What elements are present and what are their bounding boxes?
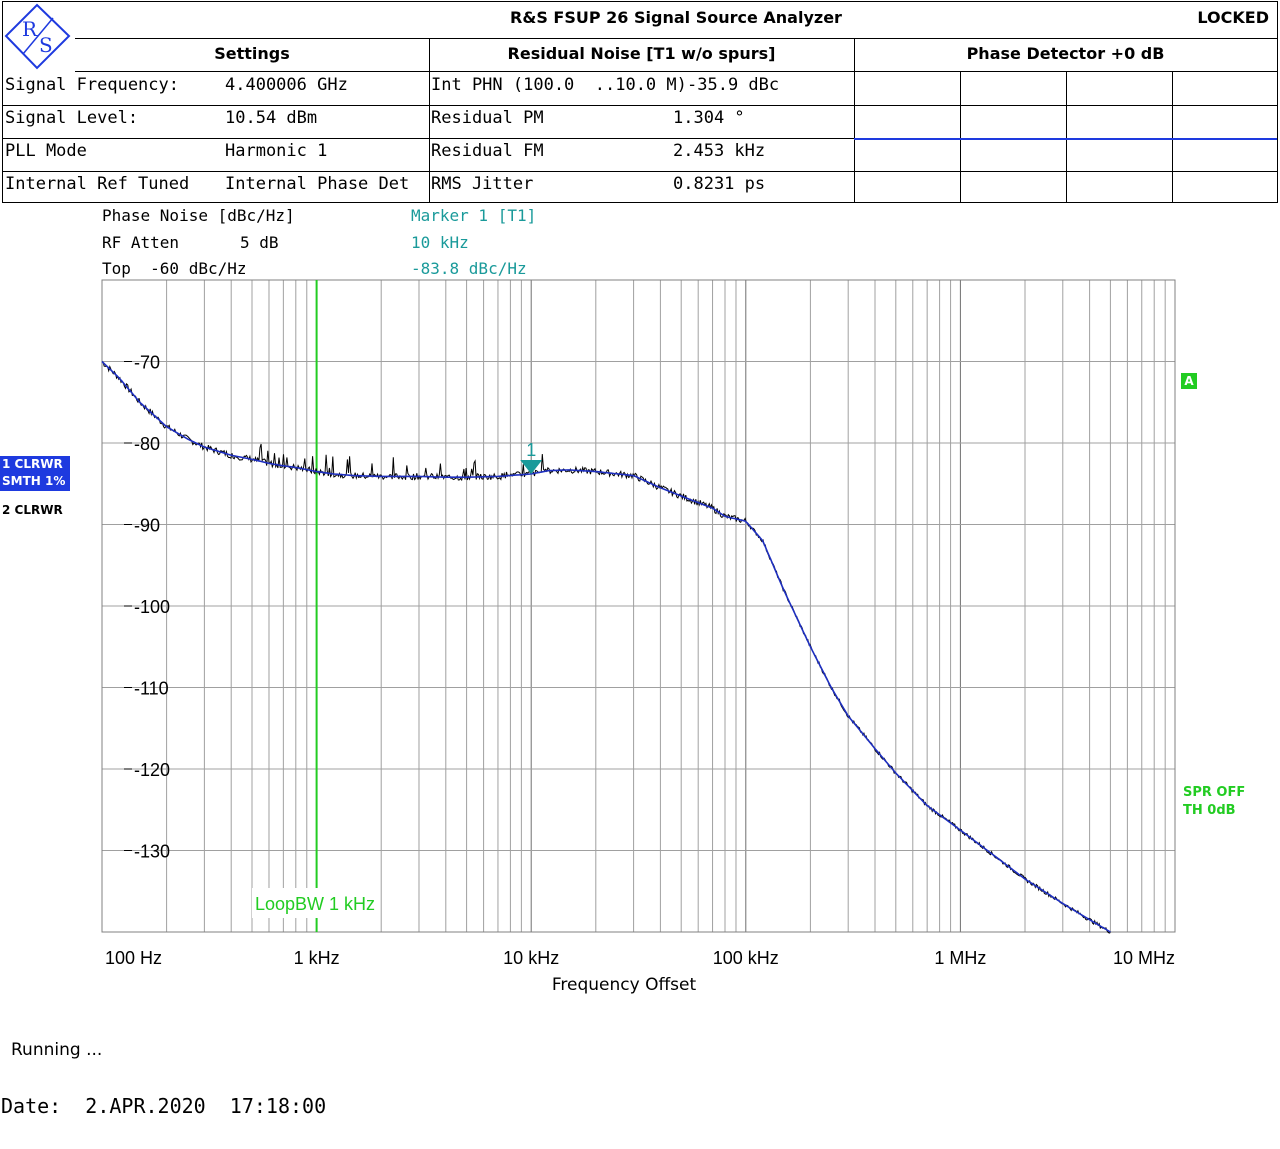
y-tick-label: -120 <box>134 760 170 780</box>
ref-top-label: Top -60 dBc/Hz <box>102 259 247 278</box>
title-bar: R&S FSUP 26 Signal Source Analyzer LOCKE… <box>75 2 1277 39</box>
x-tick-label: 10 kHz <box>503 948 559 968</box>
spur-off-label: SPR OFF <box>1183 785 1246 800</box>
section-residual-noise: Residual Noise [T1 w/o spurs] <box>429 39 854 72</box>
residual-label: RMS Jitter <box>431 174 534 194</box>
rs-logo-icon: R S <box>3 2 75 72</box>
x-tick-label: 100 kHz <box>713 948 779 968</box>
residual-value: 1.304 ° <box>673 108 745 128</box>
residual-value: 0.8231 ps <box>673 174 766 194</box>
section-phase-detector: Phase Detector +0 dB <box>854 39 1277 72</box>
section-settings: Settings <box>75 39 429 72</box>
plot-frame <box>101 279 1176 933</box>
date-time: Date: 2.APR.2020 17:18:00 <box>1 1094 327 1118</box>
settings-value: Harmonic 1 <box>225 141 328 161</box>
header-panel: R S R&S FSUP 26 Signal Source Analyzer L… <box>2 1 1278 203</box>
rf-atten-value: 5 dB <box>240 233 279 252</box>
x-tick-label: 100 Hz <box>105 948 162 968</box>
settings-label: Signal Level: <box>5 108 139 128</box>
residual-value: 2.453 kHz <box>673 141 766 161</box>
y-tick-label: -100 <box>134 597 170 617</box>
marker-1-label: 1 <box>526 440 536 460</box>
loop-bandwidth-label-bg <box>252 888 380 918</box>
y-tick-label: -90 <box>134 516 160 536</box>
settings-value: 10.54 dBm <box>225 108 318 128</box>
marker-1-triangle <box>520 459 543 474</box>
y-tick-label: -130 <box>134 842 170 862</box>
y-tick-label: -80 <box>134 434 160 454</box>
y-tick-label: -70 <box>134 353 160 373</box>
marker-level: -83.8 dBc/Hz <box>411 259 527 278</box>
settings-value: 4.400006 GHz <box>225 75 348 95</box>
svg-text:S: S <box>39 33 53 57</box>
residual-value: -35.9 dBc <box>687 75 780 95</box>
trace2-label[interactable]: 2 CLRWR <box>2 503 63 517</box>
rs-logo: R S <box>3 2 75 72</box>
rf-atten-label: RF Atten <box>102 233 180 252</box>
residual-label: Int PHN (100.0 ..10.0 M) <box>431 75 687 95</box>
lock-status: LOCKED <box>1197 8 1269 27</box>
y-unit-label: Phase Noise [dBc/Hz] <box>102 206 295 225</box>
raw-trace-line <box>101 361 1111 934</box>
x-tick-label: 10 MHz <box>1113 948 1175 968</box>
trace1-label[interactable]: 1 CLRWR SMTH 1% <box>0 456 70 491</box>
x-tick-label: 1 kHz <box>294 948 340 968</box>
spur-settings: SPR OFF TH 0dB <box>1183 784 1245 820</box>
svg-text:R: R <box>22 17 38 41</box>
settings-label: PLL Mode <box>5 141 87 161</box>
phase-detector-level-line <box>854 138 1277 140</box>
settings-label: Signal Frequency: <box>5 75 179 95</box>
residual-label: Residual FM <box>431 141 544 161</box>
marker-title: Marker 1 [T1] <box>411 206 537 225</box>
smoothed-trace-line <box>101 360 1111 933</box>
loop-bandwidth-label: LoopBW 1 kHz <box>255 894 375 914</box>
spur-threshold-label: TH 0dB <box>1183 803 1236 818</box>
status-text: Running ... <box>11 1040 103 1060</box>
marker-frequency: 10 kHz <box>411 233 469 252</box>
residual-label: Residual PM <box>431 108 544 128</box>
settings-value: Internal Phase Det <box>225 174 410 194</box>
settings-label: Internal Ref Tuned <box>5 174 190 194</box>
x-axis-title: Frequency Offset <box>551 975 697 995</box>
instrument-title: R&S FSUP 26 Signal Source Analyzer <box>510 8 842 27</box>
y-tick-label: -110 <box>134 679 169 699</box>
x-tick-label: 1 MHz <box>934 948 986 968</box>
trace1-mode: 1 CLRWR <box>2 457 63 471</box>
trace-a-badge: A <box>1181 373 1197 389</box>
trace1-smoothing: SMTH 1% <box>2 474 66 488</box>
